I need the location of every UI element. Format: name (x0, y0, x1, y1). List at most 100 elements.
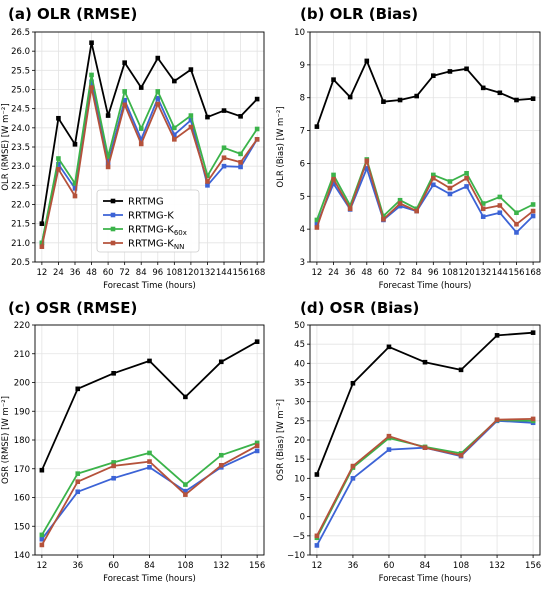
y-tick-label: 20 (294, 436, 305, 446)
data-point (221, 145, 227, 151)
data-point (331, 181, 336, 187)
x-tick-label: 144 (492, 268, 508, 278)
x-tick-label: 12 (36, 268, 47, 278)
x-axis-label: Forecast Time (hours) (103, 281, 196, 291)
x-tick-label: 36 (70, 268, 81, 278)
y-tick-label: 24.0 (11, 124, 30, 134)
data-point (147, 459, 152, 464)
data-point (431, 172, 436, 178)
y-tick-label: 35 (294, 379, 305, 389)
data-point (514, 97, 519, 103)
data-point (347, 94, 353, 100)
data-point (89, 40, 94, 46)
x-tick-label: 120 (458, 268, 474, 278)
data-point (105, 154, 111, 159)
data-point (422, 445, 428, 450)
data-point (347, 203, 353, 208)
x-tick-label: 84 (420, 561, 431, 571)
x-tick-label: 84 (136, 268, 147, 278)
data-point (497, 194, 503, 200)
x-tick-label: 24 (53, 268, 64, 278)
data-point (414, 93, 419, 99)
data-point (350, 463, 356, 469)
legend-label: RRTMG-K (128, 211, 174, 222)
data-point (183, 492, 188, 497)
x-tick-label: 36 (345, 268, 356, 278)
y-tick-label: 45 (294, 340, 305, 350)
data-point (238, 160, 243, 165)
x-tick-label: 108 (453, 561, 469, 571)
y-tick-label: 21.5 (11, 220, 30, 230)
data-point (172, 78, 177, 84)
data-point (105, 164, 111, 170)
data-point (122, 102, 127, 108)
data-point (147, 450, 152, 456)
data-point (464, 184, 469, 189)
y-tick-label: 26.0 (11, 47, 30, 57)
y-tick-label: 210 (14, 350, 30, 360)
series-line (316, 60, 534, 127)
data-point (188, 117, 194, 123)
data-point (188, 124, 194, 130)
legend-label: RRTMG-K60x (128, 225, 187, 238)
y-tick-label: 23.5 (11, 143, 30, 153)
legend-marker (110, 240, 116, 246)
y-tick-label: 170 (14, 465, 30, 475)
legend-marker (110, 198, 116, 204)
data-point (75, 386, 81, 392)
y-tick-label: −5 (292, 532, 305, 542)
data-point (386, 433, 392, 439)
x-tick-label: 60 (103, 268, 114, 278)
data-point (72, 181, 78, 186)
data-point (431, 182, 436, 188)
x-tick-label: 108 (177, 561, 193, 571)
data-point (89, 72, 94, 78)
x-axis-label: Forecast Time (hours) (103, 574, 196, 584)
series-line (41, 86, 258, 247)
x-tick-label: 12 (36, 561, 47, 571)
data-point (72, 186, 78, 191)
data-point (386, 447, 392, 452)
y-tick-label: 10 (294, 28, 305, 38)
data-point (530, 208, 536, 214)
x-tick-label: 24 (328, 268, 339, 278)
data-point (39, 532, 45, 538)
x-tick-label: 144 (216, 268, 232, 278)
data-point (480, 85, 486, 91)
data-point (188, 113, 194, 118)
y-tick-label: 4 (300, 225, 305, 235)
data-point (397, 203, 403, 209)
data-point (530, 202, 536, 207)
data-point (458, 367, 464, 373)
x-tick-label: 72 (395, 268, 406, 278)
data-point (314, 124, 320, 129)
legend-marker (110, 212, 116, 218)
data-point (530, 213, 536, 219)
data-point (111, 460, 116, 465)
data-point (314, 221, 320, 227)
data-point (254, 126, 260, 132)
y-tick-label: 23.0 (11, 162, 30, 172)
data-point (381, 216, 386, 222)
data-point (218, 359, 224, 365)
y-tick-label: 6 (300, 159, 305, 169)
data-point (39, 542, 45, 548)
series-line (41, 41, 258, 224)
data-point (39, 536, 45, 542)
series-line (316, 167, 534, 234)
data-point (172, 137, 177, 142)
y-tick-label: 5 (300, 494, 305, 504)
x-tick-label: 132 (475, 268, 491, 278)
data-point (138, 85, 144, 90)
data-point (350, 476, 356, 481)
x-axis-label: Forecast Time (hours) (379, 281, 472, 291)
data-point (111, 463, 116, 469)
data-point (254, 339, 260, 344)
data-point (221, 108, 227, 113)
data-point (205, 173, 210, 179)
data-point (39, 467, 45, 473)
plot-frame (34, 324, 265, 556)
data-point (183, 394, 188, 400)
data-point (56, 161, 61, 167)
